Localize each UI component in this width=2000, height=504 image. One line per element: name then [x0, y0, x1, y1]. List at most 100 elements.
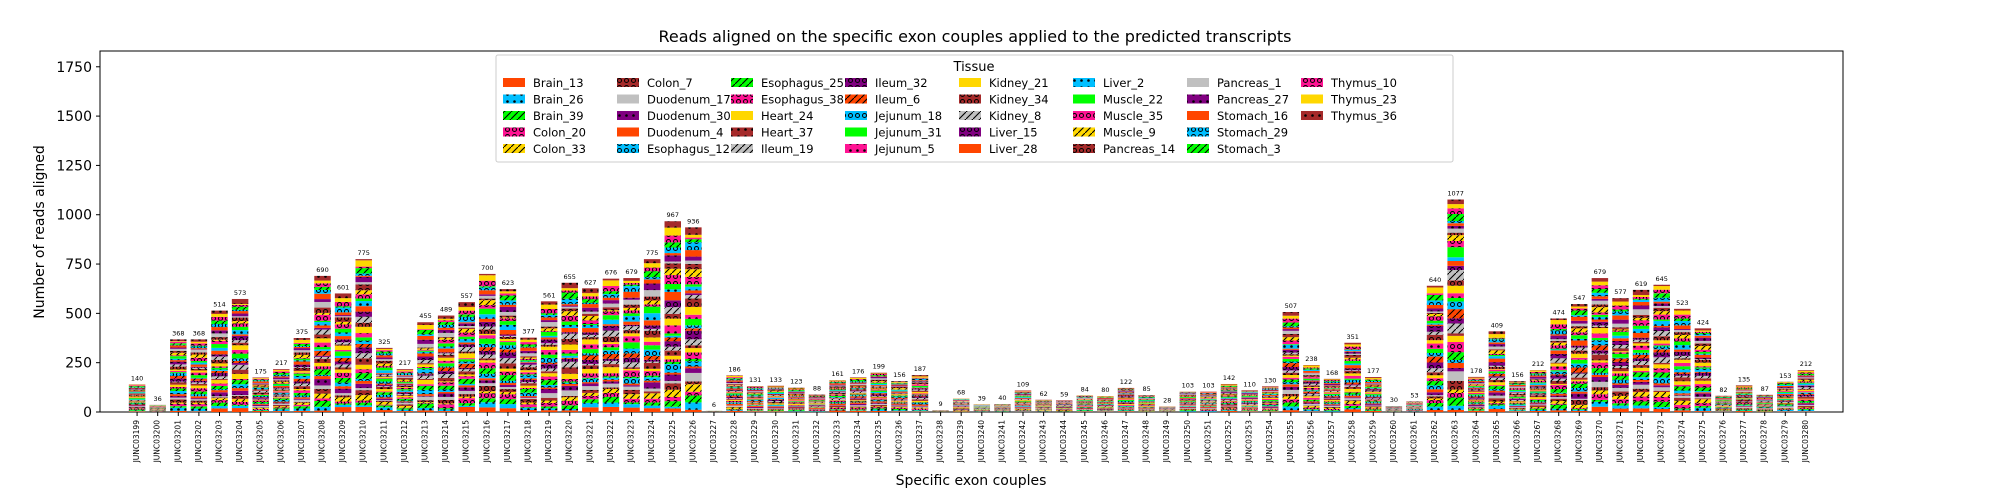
bar-segment	[1509, 388, 1525, 389]
bar-segment	[1283, 402, 1299, 406]
bar-segment	[1344, 364, 1360, 366]
bar-segment	[170, 342, 186, 343]
bar-segment	[871, 404, 887, 405]
bar-segment	[438, 347, 454, 349]
bar-segment	[520, 365, 536, 368]
bar-segment	[252, 384, 268, 385]
bar-segment	[479, 290, 495, 294]
bar-segment	[335, 324, 351, 328]
bar-segment	[871, 401, 887, 402]
bar-segment	[541, 320, 557, 322]
y-tick-label: 1250	[56, 158, 92, 174]
bar-segment	[685, 307, 701, 315]
bar-segment	[129, 388, 145, 389]
bar-segment	[129, 392, 145, 393]
bar-segment	[294, 409, 310, 411]
bar-segment	[871, 403, 887, 404]
bar-segment	[273, 384, 289, 386]
bar-segment	[850, 389, 866, 390]
bar-segment	[809, 411, 825, 412]
bar-segment	[1612, 359, 1628, 362]
bar-segment	[1571, 364, 1587, 368]
bar-segment	[603, 342, 619, 344]
bar-segment	[232, 311, 248, 313]
bar-segment	[1592, 304, 1608, 307]
bar-segment	[500, 300, 516, 304]
x-tick-label: JUNC03202	[194, 420, 203, 464]
bar-segment	[644, 408, 660, 412]
x-tick-label: JUNC03257	[1327, 420, 1336, 464]
bar-segment	[1653, 336, 1669, 340]
bar-segment	[1489, 409, 1505, 412]
bar-segment	[1365, 409, 1381, 410]
bar-segment	[417, 396, 433, 397]
bar-segment	[500, 305, 516, 307]
bar-segment	[1695, 332, 1711, 333]
bar-segment	[768, 386, 784, 387]
bar-segment	[685, 325, 701, 328]
bar-segment	[1447, 270, 1463, 281]
bar-stack	[1406, 402, 1422, 412]
bar-segment	[1653, 407, 1669, 409]
bar-segment	[562, 381, 578, 382]
bar-segment	[1633, 302, 1649, 306]
bar-segment	[1798, 397, 1814, 399]
bar-segment	[211, 408, 227, 412]
bar-segment	[1715, 404, 1731, 405]
bar-segment	[1653, 346, 1669, 349]
bar-segment	[1798, 383, 1814, 384]
bar-segment	[685, 352, 701, 359]
bar-segment	[335, 393, 351, 395]
bar-segment	[644, 406, 660, 409]
bar-segment	[850, 386, 866, 387]
bar-segment	[1509, 411, 1525, 412]
bar-segment	[850, 387, 866, 388]
bar-segment	[562, 410, 578, 412]
bar-segment	[809, 400, 825, 401]
bar-segment	[1118, 388, 1134, 389]
x-axis-label: Specific exon couples	[896, 473, 1047, 489]
bar-segment	[335, 317, 351, 322]
bar-segment	[1530, 374, 1546, 375]
bar-segment	[1592, 375, 1608, 377]
bar-segment	[1653, 319, 1669, 320]
bar-segment	[520, 340, 536, 342]
bar-value-label: 679	[625, 268, 637, 276]
bar-segment	[438, 408, 454, 409]
x-tick-label: JUNC03267	[1533, 420, 1542, 464]
bar-segment	[376, 391, 392, 392]
bar-segment	[170, 339, 186, 341]
bar-segment	[1777, 386, 1793, 387]
bar-segment	[1015, 406, 1031, 407]
bar-segment	[500, 383, 516, 385]
bar-segment	[1715, 398, 1731, 399]
bar-segment	[726, 390, 742, 391]
bar-segment	[829, 395, 845, 396]
bar-segment	[1324, 380, 1340, 381]
bar-segment	[170, 385, 186, 387]
bar-segment	[1427, 407, 1443, 410]
bar-stack	[294, 338, 310, 412]
bar-segment	[541, 327, 557, 329]
bar-segment	[1550, 330, 1566, 334]
bar-segment	[1262, 395, 1278, 396]
bar-segment	[644, 350, 660, 356]
bar-segment	[211, 327, 227, 330]
bar-segment	[458, 344, 474, 347]
bar-stack	[273, 369, 289, 412]
bar-value-label: 175	[254, 367, 266, 375]
bar-segment	[1612, 385, 1628, 388]
x-tick-label: JUNC03241	[997, 420, 1006, 464]
bar-segment	[1695, 411, 1711, 412]
bar-segment	[1200, 394, 1216, 395]
legend-label: Muscle_35	[1103, 109, 1163, 123]
bar-segment	[1118, 406, 1134, 407]
bar-segment	[953, 404, 969, 405]
bar-segment	[603, 337, 619, 343]
bar-segment	[726, 409, 742, 410]
bar-segment	[1695, 346, 1711, 350]
bar-segment	[1571, 399, 1587, 400]
bar-segment	[129, 407, 145, 408]
bar-segment	[252, 393, 268, 395]
bar-segment	[1612, 409, 1628, 412]
